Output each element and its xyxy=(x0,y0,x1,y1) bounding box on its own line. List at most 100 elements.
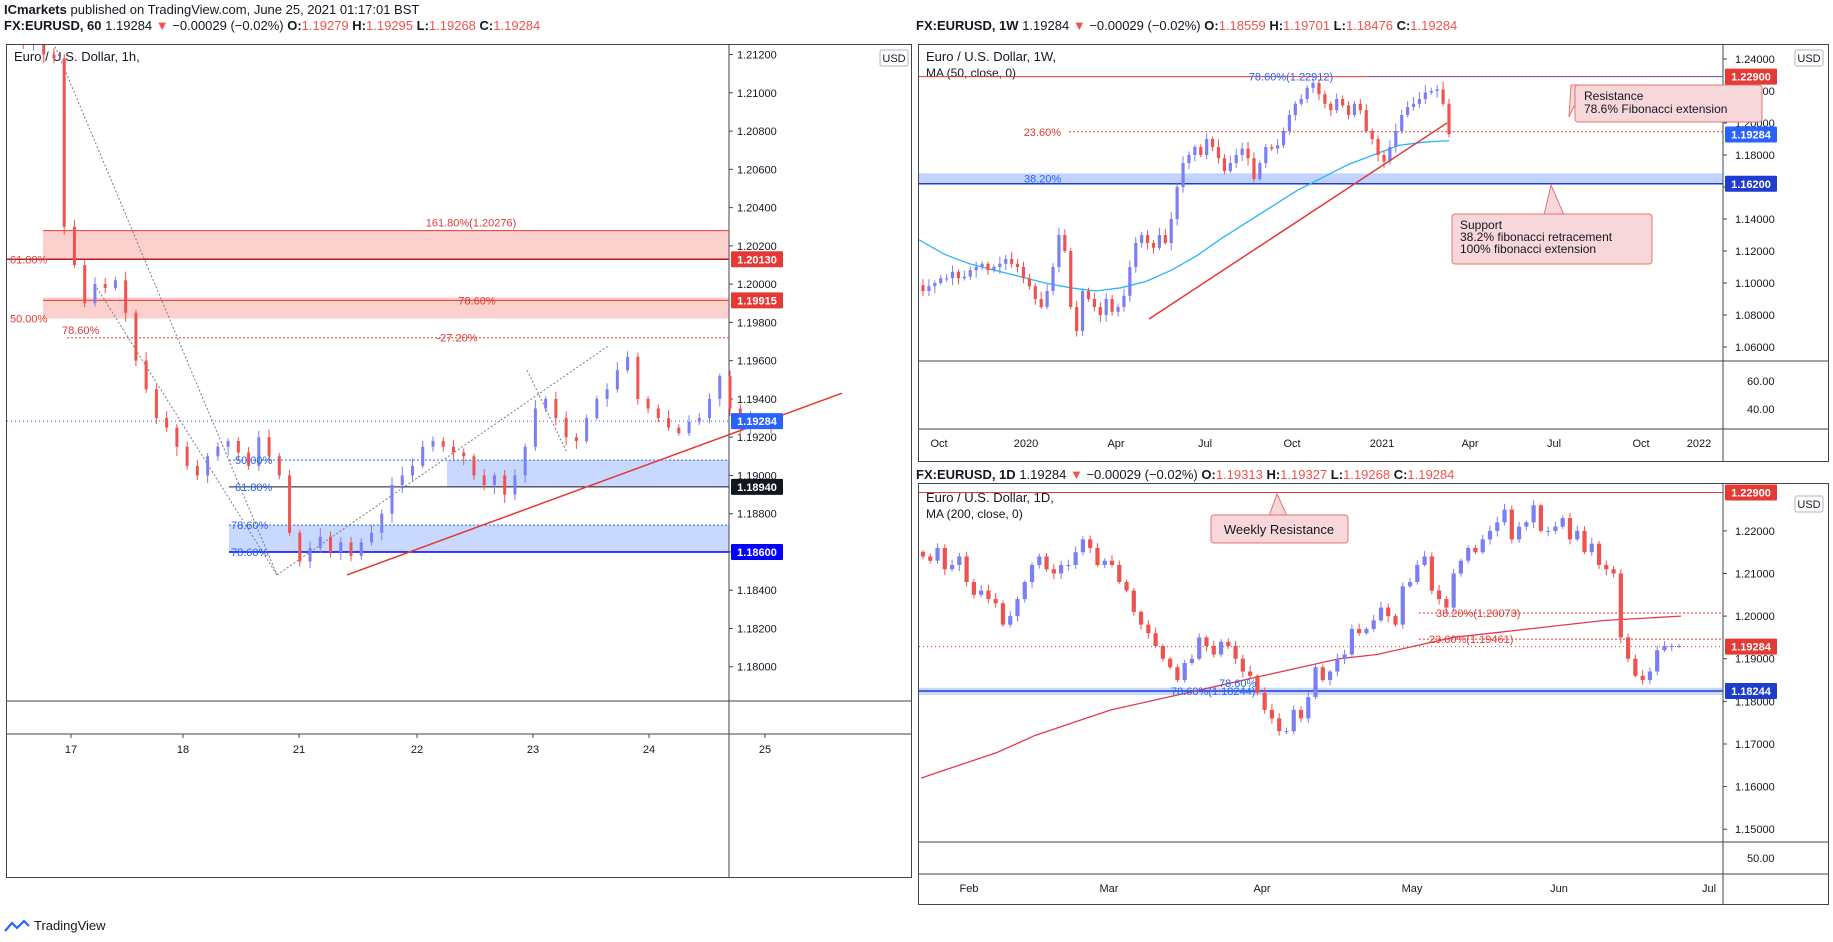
candle xyxy=(950,271,955,279)
w1-open: 1.18559 xyxy=(1218,18,1266,33)
candle xyxy=(1371,620,1376,629)
candle xyxy=(1451,573,1456,608)
x-tick-label: 25 xyxy=(759,744,771,756)
price-tag-bg xyxy=(731,251,783,268)
candle xyxy=(626,356,630,371)
candle xyxy=(1291,709,1296,732)
candle xyxy=(708,398,712,419)
h1-chart[interactable]: Euro / U.S. Dollar, 1h, USD 1.21200 1.21000… xyxy=(7,26,911,877)
candle xyxy=(1567,518,1573,540)
sub-tick-label: 50.00 xyxy=(1747,853,1775,865)
price-tag: 1.18600 xyxy=(737,547,777,559)
x-tick-label: 2022 xyxy=(1687,438,1711,450)
candle xyxy=(257,437,261,466)
candle xyxy=(986,590,991,600)
candle xyxy=(993,599,998,604)
candle xyxy=(1075,307,1079,331)
fib-label: 78.60% xyxy=(1219,678,1257,690)
y-tick-label: 1.15000 xyxy=(1735,824,1775,836)
candle xyxy=(1655,650,1660,672)
candle xyxy=(154,389,158,419)
price-tag: 1.19284 xyxy=(1731,642,1772,654)
candle xyxy=(956,271,961,279)
candle xyxy=(1098,307,1102,315)
candle xyxy=(1313,667,1318,698)
footer-brand[interactable]: TradingView xyxy=(4,918,106,933)
currency-label: USD xyxy=(1797,53,1820,65)
x-tick-label: 23 xyxy=(527,744,539,756)
y-tick-label: 1.08000 xyxy=(1735,310,1775,322)
candle xyxy=(1406,107,1410,115)
h1-chart-panel[interactable]: Euro / U.S. Dollar, 1h, USD 1.21200 1.21000… xyxy=(6,26,912,878)
y-tick-label: 1.19600 xyxy=(737,356,777,368)
candle xyxy=(1205,139,1209,155)
candle xyxy=(1234,155,1238,163)
candle xyxy=(1284,731,1289,733)
candle xyxy=(1589,543,1594,553)
x-tick-label: Oct xyxy=(1283,438,1300,450)
candle xyxy=(1611,569,1616,574)
candle xyxy=(1146,624,1151,634)
candle xyxy=(1346,105,1351,115)
support-callout-text: 100% fibonacci extension xyxy=(1460,242,1596,256)
w1-chart[interactable]: Euro / U.S. Dollar, 1W, MA (50, close, 0)… xyxy=(918,45,1828,461)
candle xyxy=(1033,286,1037,299)
fib-label: 23.60% xyxy=(1024,127,1062,139)
x-tick-label: 17 xyxy=(65,744,77,756)
chart-title: Euro / U.S. Dollar, 1h, xyxy=(14,49,140,64)
candle xyxy=(1000,603,1006,625)
candle xyxy=(400,475,404,485)
candle xyxy=(935,547,940,561)
x-tick-label: Feb xyxy=(960,883,979,895)
w1-chart-panel[interactable]: Euro / U.S. Dollar, 1W, MA (50, close, 0)… xyxy=(918,44,1829,462)
fib-line xyxy=(96,287,278,576)
price-tag: 1.18940 xyxy=(737,482,777,494)
price-tag-bg xyxy=(731,292,783,309)
candle xyxy=(410,465,414,476)
x-tick-label: Apr xyxy=(1107,438,1124,450)
d1-high: 1.19327 xyxy=(1280,467,1328,482)
candle xyxy=(1204,637,1209,646)
candle xyxy=(1039,299,1043,307)
candle xyxy=(83,265,87,304)
candle xyxy=(1258,163,1262,179)
candle xyxy=(144,360,148,390)
candle xyxy=(1662,645,1667,651)
candle xyxy=(339,542,343,552)
candle xyxy=(1262,692,1267,710)
candle xyxy=(1575,530,1580,540)
candle xyxy=(992,267,996,271)
candle xyxy=(1218,641,1224,655)
candle xyxy=(1327,671,1333,681)
candle xyxy=(1008,616,1013,625)
candle xyxy=(1051,569,1056,574)
candle xyxy=(1422,556,1427,565)
candle xyxy=(103,284,107,288)
candle xyxy=(492,475,496,485)
candle xyxy=(288,475,292,533)
candle xyxy=(667,418,671,428)
price-tag: 1.19284 xyxy=(1731,129,1772,141)
down-arrow-icon: ▼ xyxy=(1072,18,1086,33)
candle xyxy=(1329,103,1333,111)
candle xyxy=(277,456,281,476)
h1-change: −0.00029 (−0.02%) xyxy=(172,18,284,33)
x-tick-label: 18 xyxy=(177,744,189,756)
d1-chart-panel[interactable]: Euro / U.S. Dollar, 1D, MA (200, close, 0… xyxy=(918,483,1829,905)
candle xyxy=(165,418,169,428)
callout-pointer xyxy=(1543,183,1565,216)
candle xyxy=(124,280,128,313)
candle xyxy=(1151,243,1156,248)
candle xyxy=(1676,645,1682,647)
candle xyxy=(656,408,660,419)
candle xyxy=(318,536,322,549)
candle xyxy=(1175,667,1180,681)
y-tick-label: 1.20000 xyxy=(737,279,777,291)
candle xyxy=(472,456,476,476)
d1-chart[interactable]: Euro / U.S. Dollar, 1D, MA (200, close, 0… xyxy=(919,484,1828,904)
candle xyxy=(1092,299,1096,307)
candle xyxy=(980,263,984,267)
candle xyxy=(1117,564,1122,583)
candle xyxy=(1618,573,1623,638)
candle xyxy=(1524,522,1529,527)
